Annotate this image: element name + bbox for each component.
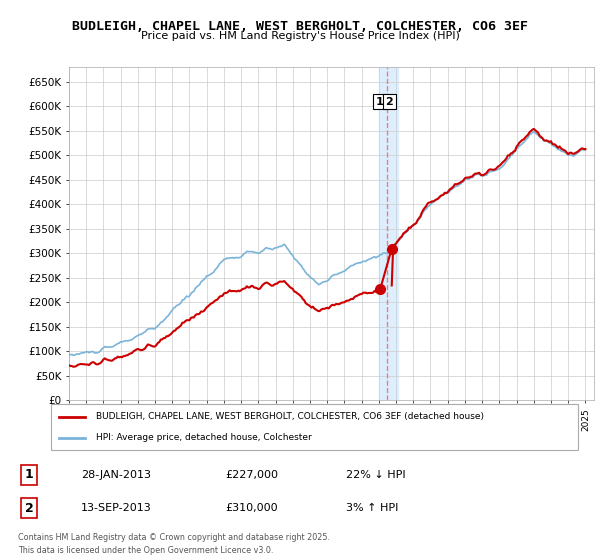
Text: BUDLEIGH, CHAPEL LANE, WEST BERGHOLT, COLCHESTER, CO6 3EF: BUDLEIGH, CHAPEL LANE, WEST BERGHOLT, CO… [72, 20, 528, 32]
Text: HPI: Average price, detached house, Colchester: HPI: Average price, detached house, Colc… [96, 433, 312, 442]
Text: 1: 1 [376, 96, 383, 106]
Text: £310,000: £310,000 [225, 503, 278, 513]
Text: £227,000: £227,000 [225, 470, 278, 480]
Text: 2: 2 [385, 96, 393, 106]
Text: Price paid vs. HM Land Registry's House Price Index (HPI): Price paid vs. HM Land Registry's House … [140, 31, 460, 41]
Text: 13-SEP-2013: 13-SEP-2013 [81, 503, 152, 513]
Text: 2: 2 [25, 502, 34, 515]
Text: 28-JAN-2013: 28-JAN-2013 [81, 470, 151, 480]
Text: 22% ↓ HPI: 22% ↓ HPI [346, 470, 406, 480]
Text: BUDLEIGH, CHAPEL LANE, WEST BERGHOLT, COLCHESTER, CO6 3EF (detached house): BUDLEIGH, CHAPEL LANE, WEST BERGHOLT, CO… [96, 412, 484, 421]
Text: Contains HM Land Registry data © Crown copyright and database right 2025.
This d: Contains HM Land Registry data © Crown c… [18, 533, 330, 554]
FancyBboxPatch shape [50, 404, 578, 450]
Bar [379, 67, 398, 400]
Text: 1: 1 [25, 468, 34, 481]
Text: 3% ↑ HPI: 3% ↑ HPI [346, 503, 398, 513]
